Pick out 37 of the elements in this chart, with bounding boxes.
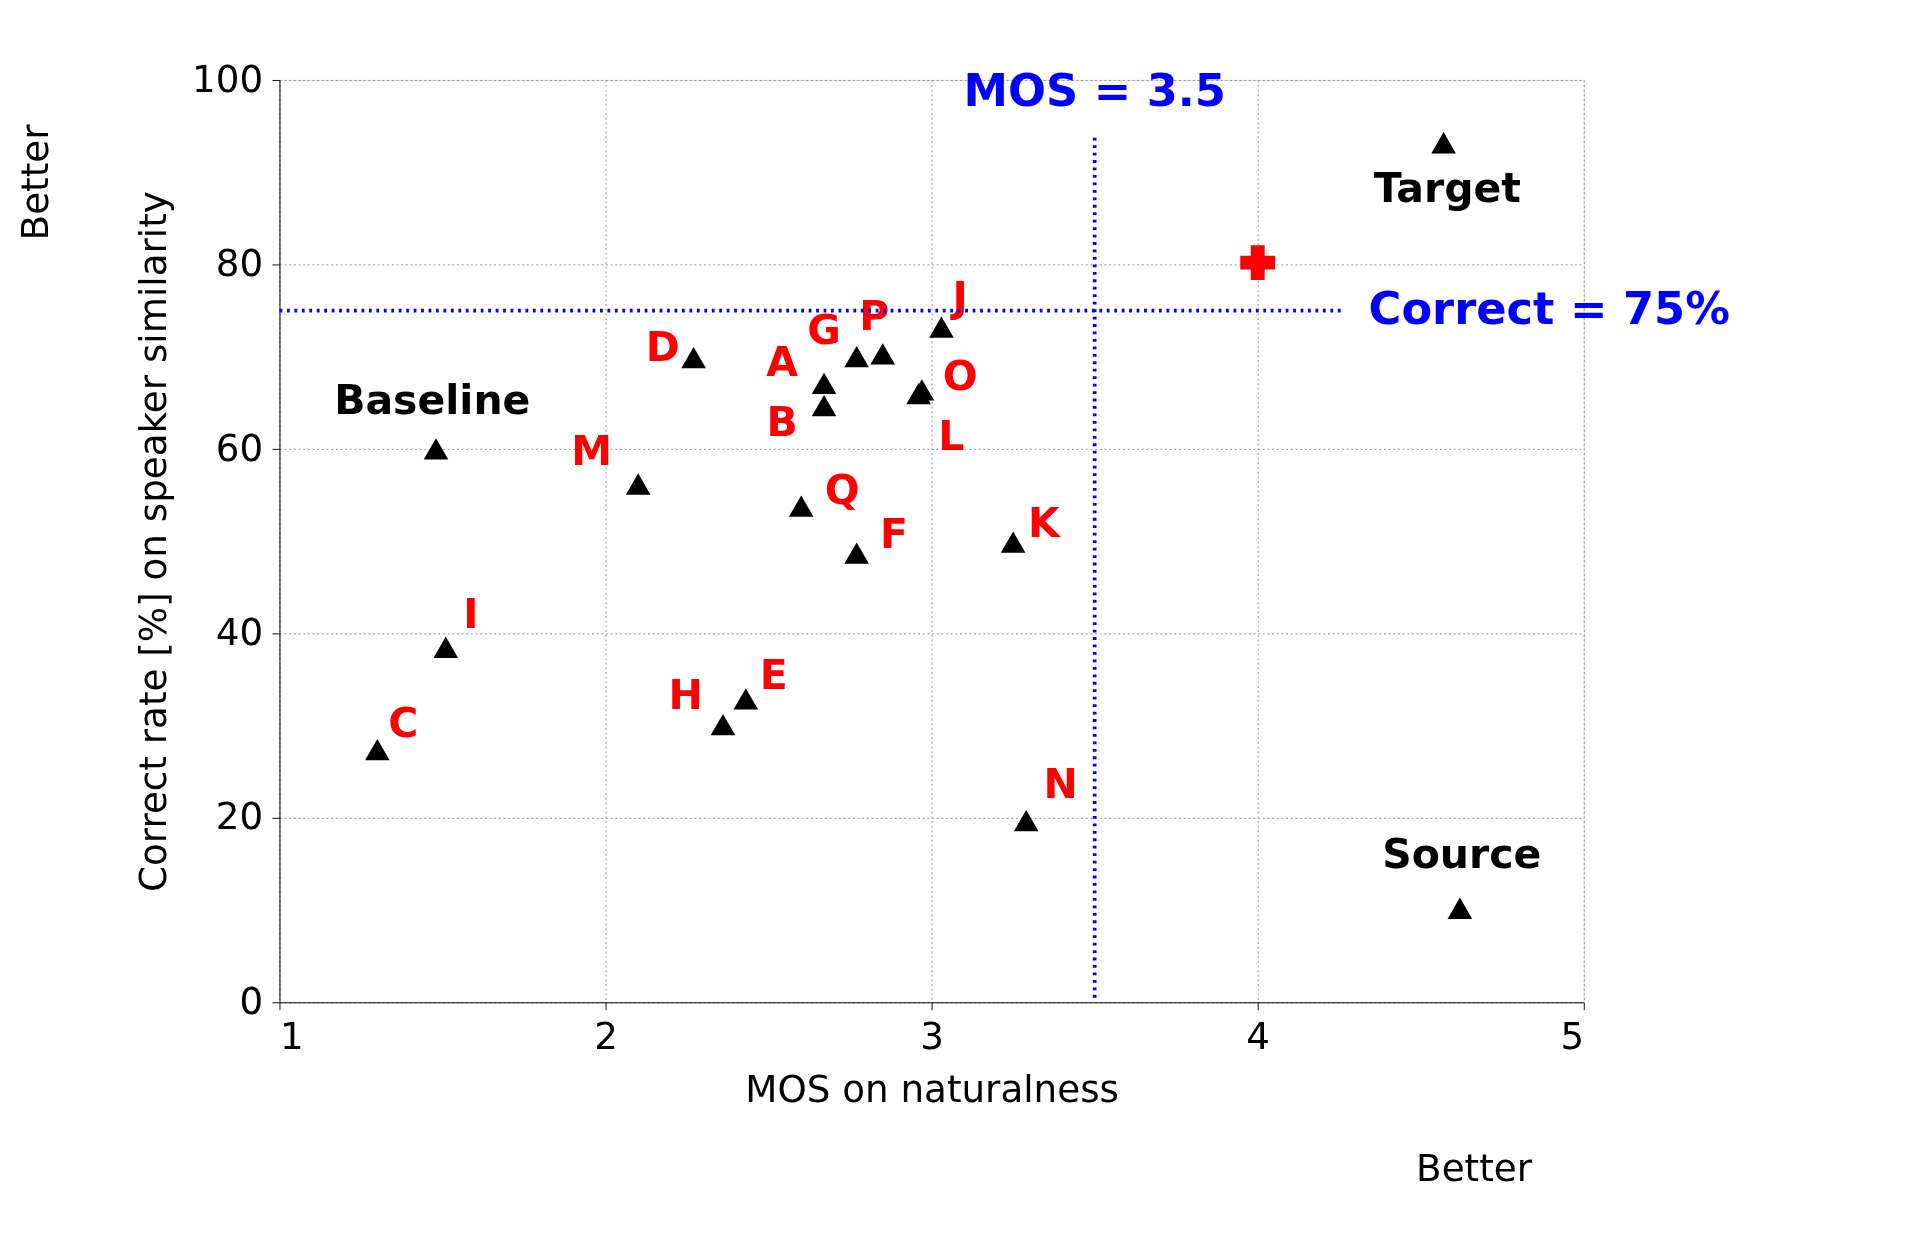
series-label: F xyxy=(879,510,908,559)
series-label: Q xyxy=(824,466,860,515)
series-label: O xyxy=(942,351,978,400)
y-tick-label: 40 xyxy=(215,610,264,655)
ref-line-label: Correct = 75% xyxy=(1368,281,1730,335)
series-label: Target xyxy=(1373,164,1521,213)
series-label: L xyxy=(938,412,965,461)
x-tick-label: 3 xyxy=(920,1014,944,1059)
series-label: Source xyxy=(1382,830,1542,879)
x-tick-label: 2 xyxy=(594,1014,618,1059)
series-label: A xyxy=(766,337,799,386)
text: Better xyxy=(13,123,58,241)
series-label: J xyxy=(949,273,968,322)
series-label: H xyxy=(668,670,703,719)
y-tick-label: 0 xyxy=(239,978,264,1023)
series-label: B xyxy=(766,398,798,447)
ref-line-label: MOS = 3.5 xyxy=(963,64,1226,118)
series-label: C xyxy=(388,699,419,748)
series-label: D xyxy=(645,323,680,372)
series-label: E xyxy=(759,650,788,699)
x-tick-label: 5 xyxy=(1560,1014,1585,1059)
y-tick-label: 20 xyxy=(215,794,264,839)
series-label: M xyxy=(571,427,612,476)
series-label: G xyxy=(807,305,841,354)
text: Better xyxy=(1416,1146,1533,1191)
series-label: K xyxy=(1028,499,1062,548)
y-tick-label: 80 xyxy=(215,241,264,286)
series-label: Baseline xyxy=(334,376,531,425)
y-axis-title: Correct rate [%] on speaker similarity xyxy=(130,191,175,893)
series-label: P xyxy=(859,291,890,340)
x-tick-label: 4 xyxy=(1246,1014,1271,1059)
x-tick-label: 1 xyxy=(279,1014,304,1059)
y-tick-label: 100 xyxy=(192,56,264,101)
series-label: N xyxy=(1043,760,1078,809)
x-axis-title: MOS on naturalness xyxy=(745,1066,1119,1111)
series-label: I xyxy=(463,589,479,638)
y-tick-label: 60 xyxy=(215,425,264,470)
